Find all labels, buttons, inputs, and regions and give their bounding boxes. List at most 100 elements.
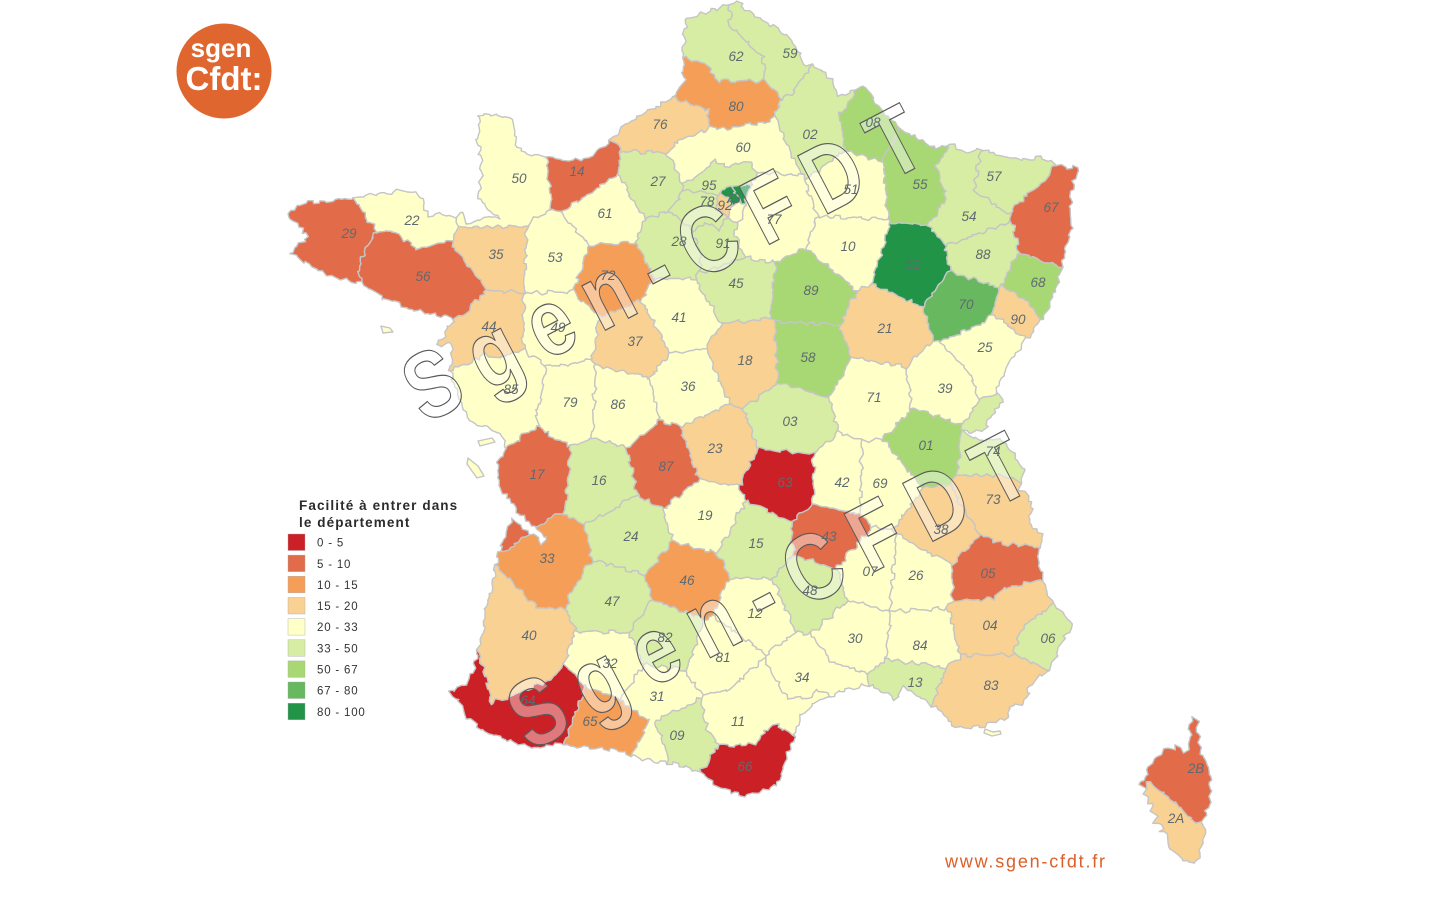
svg-text:07: 07 xyxy=(862,564,878,579)
svg-text:95: 95 xyxy=(701,178,717,193)
svg-text:75: 75 xyxy=(725,191,741,206)
svg-text:80: 80 xyxy=(728,99,744,114)
svg-text:76: 76 xyxy=(652,117,668,132)
svg-text:62: 62 xyxy=(728,49,744,64)
svg-text:82: 82 xyxy=(657,630,673,645)
svg-text:32: 32 xyxy=(602,656,618,671)
svg-text:20 - 33: 20 - 33 xyxy=(317,622,358,634)
svg-text:le département: le département xyxy=(299,515,410,530)
svg-text:83: 83 xyxy=(983,678,999,693)
svg-text:15 - 20: 15 - 20 xyxy=(317,601,358,613)
svg-text:63: 63 xyxy=(777,475,793,490)
svg-text:89: 89 xyxy=(803,283,819,298)
svg-text:64: 64 xyxy=(520,693,535,708)
svg-text:11: 11 xyxy=(731,714,745,729)
svg-text:47: 47 xyxy=(604,594,620,609)
svg-text:53: 53 xyxy=(547,250,563,265)
svg-text:sgen: sgen xyxy=(191,33,252,63)
svg-text:10 - 15: 10 - 15 xyxy=(317,580,358,592)
svg-text:40: 40 xyxy=(521,628,537,643)
svg-text:71: 71 xyxy=(866,390,881,405)
svg-text:34: 34 xyxy=(794,670,809,685)
svg-text:09: 09 xyxy=(669,728,685,743)
svg-text:86: 86 xyxy=(610,397,626,412)
svg-text:58: 58 xyxy=(800,350,816,365)
svg-text:08: 08 xyxy=(865,115,881,130)
svg-text:42: 42 xyxy=(834,475,850,490)
svg-text:02: 02 xyxy=(802,127,818,142)
svg-text:56: 56 xyxy=(415,269,431,284)
svg-text:59: 59 xyxy=(782,46,798,61)
svg-text:12: 12 xyxy=(747,606,763,621)
svg-text:05: 05 xyxy=(980,566,996,581)
svg-text:44: 44 xyxy=(481,319,496,334)
svg-text:14: 14 xyxy=(569,164,584,179)
svg-text:18: 18 xyxy=(737,353,753,368)
svg-text:72: 72 xyxy=(600,268,616,283)
svg-text:27: 27 xyxy=(649,174,666,189)
svg-text:0 - 5: 0 - 5 xyxy=(317,538,344,550)
svg-text:03: 03 xyxy=(782,414,798,429)
svg-text:77: 77 xyxy=(766,212,782,227)
svg-text:85: 85 xyxy=(503,382,519,397)
svg-text:Cfdt:: Cfdt: xyxy=(186,60,263,97)
svg-text:51: 51 xyxy=(843,182,858,197)
svg-text:73: 73 xyxy=(985,492,1001,507)
svg-text:24: 24 xyxy=(622,529,638,544)
svg-text:55: 55 xyxy=(912,177,928,192)
svg-text:5 - 10: 5 - 10 xyxy=(317,559,351,571)
svg-text:41: 41 xyxy=(671,310,686,325)
svg-text:60: 60 xyxy=(735,140,751,155)
svg-text:65: 65 xyxy=(582,714,598,729)
svg-text:10: 10 xyxy=(840,239,856,254)
svg-text:78: 78 xyxy=(699,194,715,209)
svg-text:38: 38 xyxy=(933,522,949,537)
svg-text:91: 91 xyxy=(715,236,730,251)
svg-text:87: 87 xyxy=(658,459,674,474)
svg-text:17: 17 xyxy=(529,467,545,482)
svg-text:15: 15 xyxy=(748,536,764,551)
svg-text:52: 52 xyxy=(905,257,921,272)
svg-text:50: 50 xyxy=(511,171,527,186)
svg-text:46: 46 xyxy=(679,573,695,588)
svg-text:36: 36 xyxy=(680,379,696,394)
svg-text:06: 06 xyxy=(1040,631,1056,646)
svg-text:49: 49 xyxy=(550,320,566,335)
svg-text:66: 66 xyxy=(737,759,753,774)
svg-text:37: 37 xyxy=(627,334,643,349)
svg-text:80 - 100: 80 - 100 xyxy=(317,707,366,719)
svg-text:31: 31 xyxy=(649,689,664,704)
svg-text:04: 04 xyxy=(982,618,997,633)
svg-text:92: 92 xyxy=(717,198,733,213)
svg-text:21: 21 xyxy=(876,321,892,336)
svg-text:67 - 80: 67 - 80 xyxy=(317,686,358,698)
svg-text:50 - 67: 50 - 67 xyxy=(317,665,358,677)
svg-text:39: 39 xyxy=(937,381,953,396)
svg-text:www.sgen-cfdt.fr: www.sgen-cfdt.fr xyxy=(944,852,1107,872)
svg-text:26: 26 xyxy=(907,568,924,583)
svg-text:88: 88 xyxy=(975,247,991,262)
svg-text:2A: 2A xyxy=(1167,811,1185,826)
svg-text:Facilité à entrer dans: Facilité à entrer dans xyxy=(299,498,458,513)
svg-text:68: 68 xyxy=(1030,275,1046,290)
svg-text:79: 79 xyxy=(562,395,578,410)
svg-text:48: 48 xyxy=(802,583,818,598)
svg-text:19: 19 xyxy=(697,508,713,523)
svg-text:13: 13 xyxy=(907,675,923,690)
svg-text:22: 22 xyxy=(403,213,420,228)
svg-text:67: 67 xyxy=(1043,200,1059,215)
svg-text:35: 35 xyxy=(488,247,504,262)
svg-text:43: 43 xyxy=(821,529,837,544)
svg-text:01: 01 xyxy=(918,438,933,453)
svg-text:84: 84 xyxy=(912,638,927,653)
svg-text:69: 69 xyxy=(872,476,888,491)
svg-text:28: 28 xyxy=(670,234,687,249)
svg-text:25: 25 xyxy=(976,340,993,355)
svg-text:54: 54 xyxy=(961,209,976,224)
svg-text:61: 61 xyxy=(597,206,612,221)
svg-text:74: 74 xyxy=(985,444,1000,459)
svg-text:23: 23 xyxy=(706,441,723,456)
svg-text:57: 57 xyxy=(986,169,1002,184)
svg-text:33: 33 xyxy=(539,551,555,566)
svg-text:90: 90 xyxy=(1010,312,1026,327)
